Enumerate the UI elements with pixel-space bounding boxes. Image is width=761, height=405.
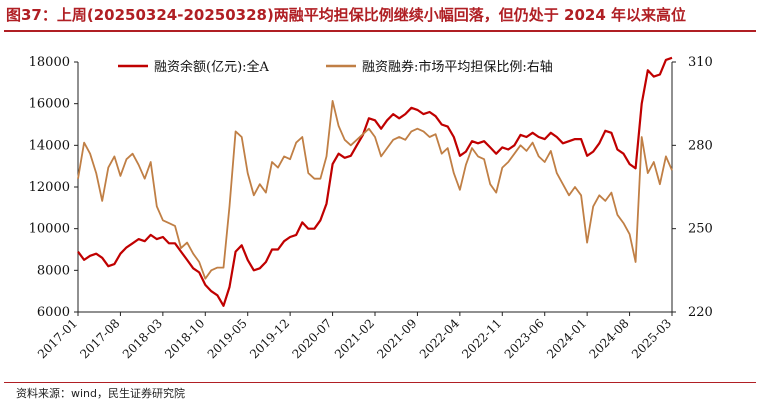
x-tick-label: 2018-10 [162,316,207,361]
legend-label: 融资融券:市场平均担保比例:右轴 [362,59,553,75]
series-group [77,56,673,307]
y-left-tick-label: 6000 [37,305,70,320]
title-underline [4,30,756,32]
y-right-tick-label: 280 [688,138,713,153]
y-left-tick-label: 10000 [29,222,70,237]
y-left-tick-label: 12000 [29,180,70,195]
y-right-tick-label: 250 [688,222,713,237]
series-line-margin-balance [77,56,673,307]
x-tick-label: 2021-09 [374,316,419,361]
x-tick-label: 2019-05 [205,316,250,361]
y-left-tick-label: 8000 [37,263,70,278]
x-tick-label: 2023-06 [502,316,547,361]
x-tick-label: 2025-03 [629,316,674,361]
chart-title: 图37：上周(20250324-20250328)两融平均担保比例继续小幅回落，… [6,6,686,24]
x-tick-label: 2019-12 [247,316,292,361]
y-left-tick-label: 18000 [29,55,70,70]
axes-group: 6000 8000 10000 12000 14000 16000 18000 220 250 2… [29,55,713,361]
series-line-guarantee-ratio [77,100,673,280]
x-tick-label: 2017-08 [77,316,122,361]
y-right-tick-label: 310 [688,55,713,70]
x-tick-label: 2022-04 [417,316,462,361]
chart-plot-area: 6000 8000 10000 12000 14000 16000 18000 220 250 2… [29,55,713,361]
legend-label: 融资余额(亿元):全A [154,59,270,75]
y-left-tick-label: 14000 [29,138,70,153]
x-tick-label: 2020-07 [290,316,335,361]
x-tick-label: 2024-08 [587,316,632,361]
source-note: 资料来源：wind，民生证券研究院 [16,387,186,400]
x-tick-label: 2022-11 [459,316,504,361]
y-right-tick-label: 220 [688,305,713,320]
x-tick-label: 2024-01 [544,316,589,361]
x-tick-label: 2018-03 [120,316,165,361]
footer-rule [4,382,756,383]
legend-group: 融资余额(亿元):全A 融资融券:市场平均担保比例:右轴 [118,59,553,75]
x-tick-label: 2021-02 [332,316,377,361]
x-tick-label: 2017-01 [35,316,80,361]
y-left-tick-label: 16000 [29,97,70,112]
